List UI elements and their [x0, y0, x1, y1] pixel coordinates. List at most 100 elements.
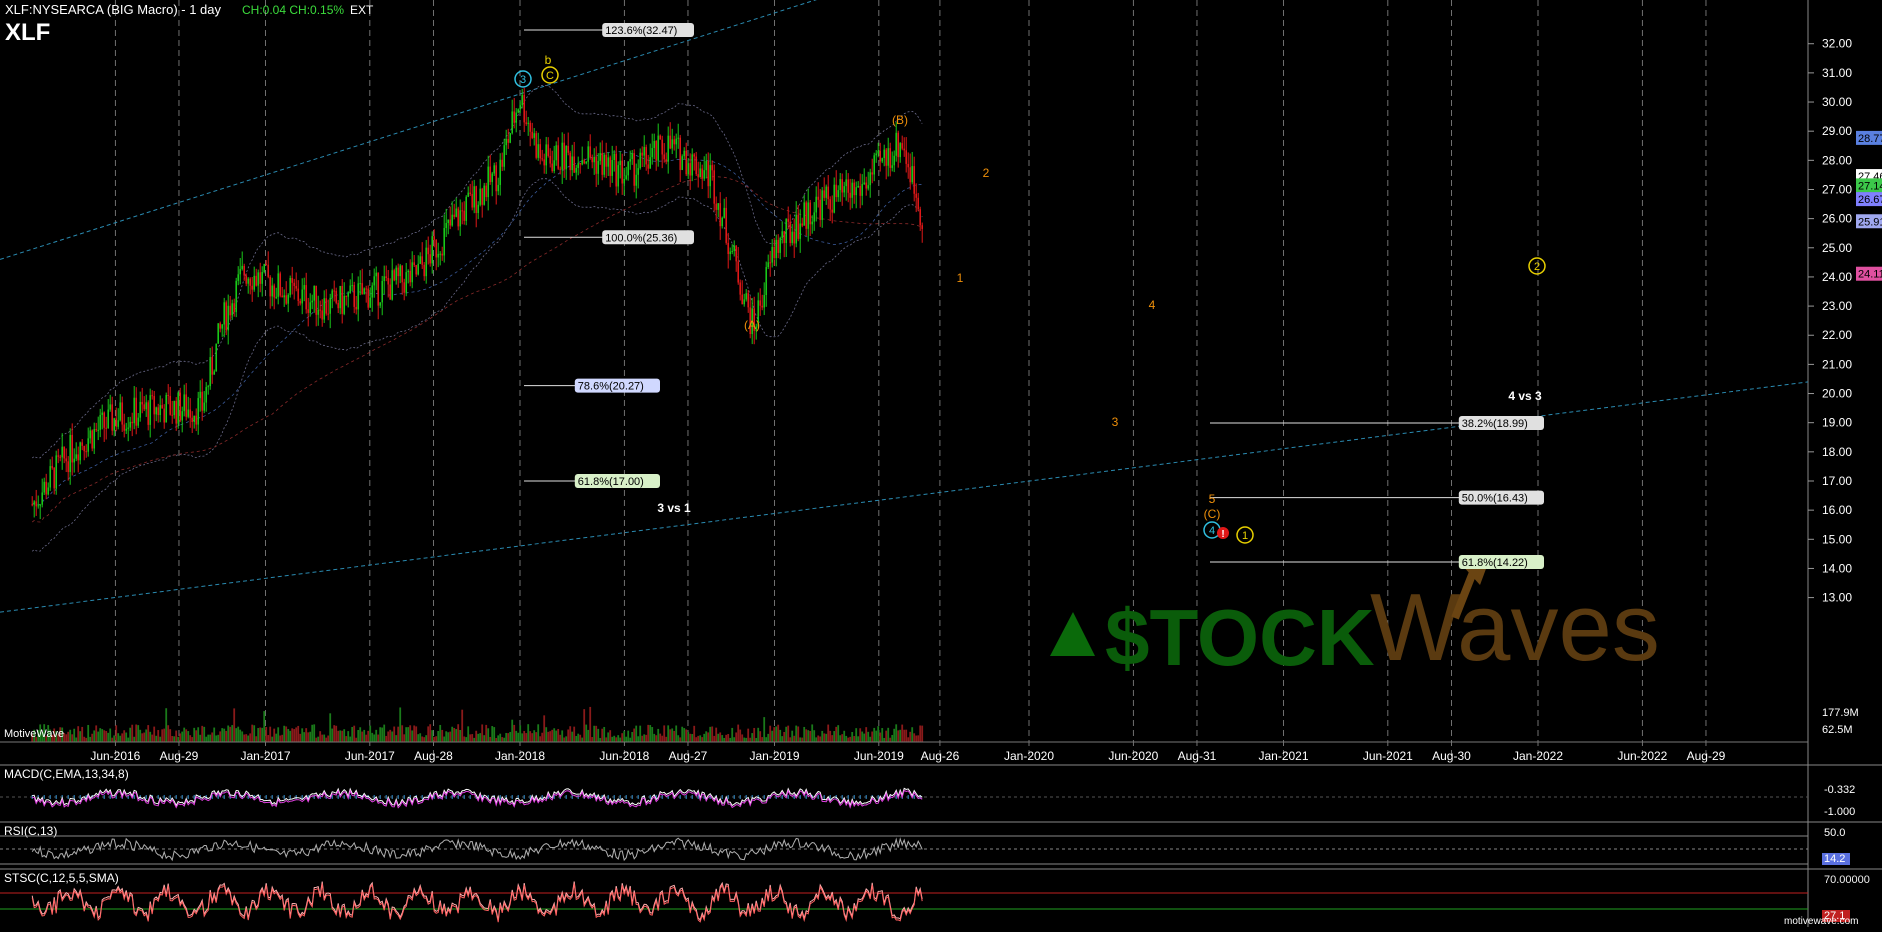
candle-body [683, 150, 686, 157]
volume-bar [167, 725, 170, 742]
volume-label: 62.5M [1822, 724, 1853, 736]
fib-label: 61.8%(17.00) [578, 476, 644, 488]
volume-bar [543, 715, 546, 742]
candle-body [293, 282, 296, 286]
volume-bar [331, 728, 334, 742]
candle-body [389, 284, 392, 300]
volume-bar [359, 727, 362, 742]
macd-histogram-bar [805, 795, 807, 799]
volume-bar [299, 733, 302, 742]
candle-body [793, 231, 796, 244]
volume-bar [113, 735, 116, 742]
macd-histogram-bar [667, 795, 669, 799]
volume-bar [83, 736, 86, 742]
candle-body [273, 285, 276, 298]
volume-bar [333, 725, 336, 742]
volume-bar [415, 726, 418, 742]
volume-bar [617, 735, 620, 742]
candle-body [705, 161, 708, 171]
volume-bar [519, 725, 522, 742]
candle-body [685, 150, 688, 175]
volume-bar [759, 731, 762, 742]
macd-histogram-bar [271, 795, 273, 799]
candle-body [201, 391, 204, 411]
volume-bar [187, 731, 190, 742]
volume-bar [423, 737, 426, 742]
volume-bar [367, 730, 370, 742]
candle-body [625, 175, 628, 179]
wave-label: C [546, 70, 554, 82]
candle-body [347, 292, 350, 297]
volume-bar [719, 732, 722, 742]
volume-bar [183, 727, 186, 742]
volume-bar [551, 729, 554, 742]
macd-histogram-bar [589, 795, 591, 799]
volume-bar [463, 736, 466, 742]
volume-bar [397, 726, 400, 742]
volume-bar [597, 728, 600, 742]
candle-body [219, 323, 222, 329]
volume-bar [601, 728, 604, 742]
macd-histogram-bar [565, 795, 567, 799]
volume-bar [431, 730, 434, 742]
candle-body [127, 427, 130, 429]
volume-bar [823, 733, 826, 742]
candle-body [861, 184, 864, 196]
volume-bar [649, 725, 652, 742]
volume-bar [835, 726, 838, 742]
candle-body [427, 247, 430, 255]
macd-histogram-bar [781, 795, 783, 799]
volume-bar [591, 737, 594, 742]
change-readout: CH:0.04 CH:0.15% [242, 3, 344, 17]
candle-body [635, 174, 638, 186]
candle-body [287, 294, 290, 304]
macd-histogram-bar [127, 795, 129, 799]
volume-bar [545, 727, 548, 742]
volume-bar [895, 724, 898, 742]
volume-bar [351, 726, 354, 742]
x-axis: Jun-2016 Aug-29 Jan-2017 Jun-2017 Aug-28 Jan-… [90, 749, 1725, 763]
volume-bar [245, 734, 248, 742]
candle-body [637, 168, 640, 175]
volume-bar [277, 727, 280, 742]
candle-body [769, 262, 772, 264]
volume-bar [221, 728, 224, 742]
candle-body [919, 209, 922, 226]
candle-body [103, 412, 106, 428]
candle-body [657, 135, 660, 161]
wave-label: b [545, 53, 552, 67]
candle-body [737, 261, 740, 283]
volume-bar [255, 736, 258, 742]
volume-bar [97, 731, 100, 742]
macd-histogram-bar [481, 795, 483, 799]
candle-body [167, 395, 170, 397]
candle-body [599, 153, 602, 161]
volume-bar [703, 733, 706, 742]
candle-body [743, 299, 746, 305]
candle-body [461, 210, 464, 212]
candle-body [723, 207, 726, 218]
macd-histogram-bar [499, 795, 501, 799]
macd-histogram-bar [769, 795, 771, 799]
candle-body [85, 451, 88, 453]
alert-mark: ! [1221, 529, 1224, 540]
candle-body [549, 155, 552, 164]
candle-body [607, 157, 610, 167]
volume-bar [265, 726, 268, 742]
volume-bar [91, 733, 94, 742]
macd-histogram-bar [919, 795, 921, 799]
macd-histogram-bar [739, 795, 741, 799]
volume-bar [859, 728, 862, 742]
volume-bar [467, 726, 470, 742]
volume-bar [645, 734, 648, 742]
candle-body [543, 159, 546, 166]
volume-bar [301, 728, 304, 742]
volume-bar [887, 727, 890, 742]
candle-body [149, 395, 152, 425]
candle-body [355, 306, 358, 310]
candle-body [323, 298, 326, 320]
volume-bar [607, 732, 610, 742]
volume-bar [637, 736, 640, 742]
candle-body [269, 276, 272, 297]
